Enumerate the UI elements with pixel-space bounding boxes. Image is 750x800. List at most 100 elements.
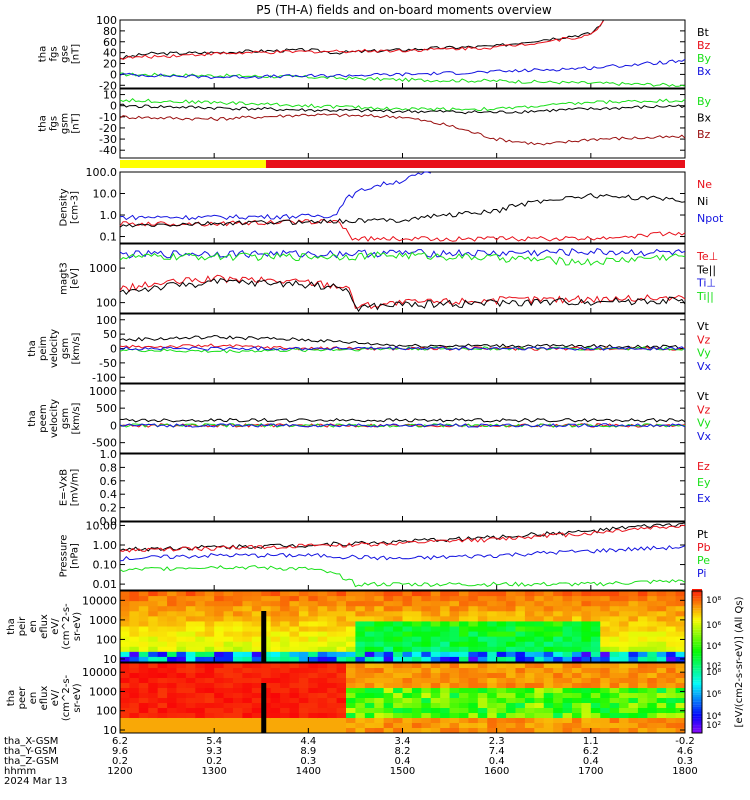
heatmap-cell [251, 606, 262, 612]
heatmap-cell [289, 606, 300, 612]
heatmap-cell [656, 693, 667, 699]
heatmap-cell [176, 631, 187, 638]
legend-label: Vx [697, 360, 712, 373]
heatmap-cell [233, 651, 243, 658]
heatmap-cell [233, 631, 243, 638]
y-tick-label: 10000 [82, 666, 117, 679]
heatmap-cell [459, 601, 469, 607]
heatmap-cell [487, 723, 498, 729]
heatmap-cell [185, 591, 196, 597]
heatmap-cell [289, 678, 300, 684]
heatmap-cell [656, 668, 667, 674]
heatmap-cell [543, 683, 554, 689]
colorbar-label: [eV/(cm2-s-sr-eV)] (All Qs) [734, 596, 745, 727]
heatmap-cell [148, 636, 159, 643]
heatmap-cell [637, 651, 648, 658]
heatmap-cell [600, 631, 611, 638]
heatmap-cell [374, 663, 385, 669]
heatmap-cell [449, 698, 460, 704]
heatmap-cell [562, 591, 573, 597]
heatmap-cell [637, 601, 648, 607]
heatmap-cell [553, 723, 564, 729]
heatmap-cell [440, 693, 451, 699]
heatmap-cell [600, 708, 611, 714]
heatmap-cell [138, 703, 149, 709]
heatmap-cell [129, 621, 140, 627]
heatmap-cell [487, 606, 498, 612]
heatmap-cell [242, 646, 253, 653]
footer-value: 1400 [296, 766, 321, 777]
heatmap-cell [402, 713, 413, 719]
heatmap-cell [364, 596, 375, 602]
heatmap-cell [327, 673, 338, 679]
heatmap-cell [440, 673, 451, 679]
heatmap-cell [383, 596, 394, 602]
heatmap-cell [148, 703, 159, 709]
heatmap-cell [317, 693, 328, 699]
heatmap-cell [195, 663, 206, 669]
heatmap-cell [543, 606, 554, 612]
heatmap-cell [675, 703, 686, 709]
colorbar-swatch [692, 673, 702, 676]
heatmap-cell [506, 616, 516, 622]
heatmap-cell [590, 626, 601, 633]
heatmap-cell [487, 656, 498, 663]
heatmap-cell [148, 601, 159, 607]
y-axis-label-line: magt3 [59, 262, 70, 295]
heatmap-cell [562, 651, 573, 658]
heatmap-cell [327, 713, 338, 719]
heatmap-cell [440, 663, 451, 669]
heatmap-cell [185, 646, 196, 653]
series-line-Vt [119, 334, 686, 350]
heatmap-cell [590, 646, 601, 653]
heatmap-cell [176, 591, 187, 597]
heatmap-cell [242, 656, 253, 663]
heatmap-cell [167, 616, 177, 622]
heatmap-cell [167, 673, 177, 679]
heatmap-cell [167, 713, 177, 719]
heatmap-cell [393, 656, 403, 663]
footer-row-label: tha_X-GSM [4, 736, 58, 747]
heatmap-cell [129, 708, 140, 714]
legend-label: Bz [697, 39, 711, 52]
heatmap-cell [496, 621, 507, 627]
heatmap-cell [167, 646, 177, 653]
heatmap-cell [280, 651, 290, 658]
heatmap-cell [157, 668, 168, 674]
legend-label: Ne [697, 178, 712, 191]
heatmap-cell [148, 616, 159, 622]
heatmap-cell [223, 611, 234, 617]
heatmap-cell [619, 641, 629, 648]
heatmap-cell [543, 616, 554, 622]
heatmap-cell [534, 718, 545, 724]
chart-title: P5 (TH-A) fields and on-board moments ov… [256, 3, 552, 17]
heatmap-cell [364, 713, 375, 719]
y-tick-label: 1.0 [100, 448, 118, 461]
heatmap-cell [609, 683, 620, 689]
heatmap-cell [496, 601, 507, 607]
heatmap-cell [204, 616, 215, 622]
y-axis-label-line: peim [38, 336, 49, 361]
heatmap-cell [449, 636, 460, 643]
heatmap-cell [524, 713, 535, 719]
heatmap-cell [280, 718, 290, 724]
heatmap-cell [393, 591, 403, 597]
heatmap-cell [459, 708, 469, 714]
y-tick-label: 500 [96, 402, 117, 415]
heatmap-cell [204, 678, 215, 684]
heatmap-cell [204, 663, 215, 669]
heatmap-cell [468, 626, 479, 633]
heatmap-cell [496, 631, 507, 638]
heatmap-cell [543, 663, 554, 669]
heatmap-cell [280, 646, 290, 653]
heatmap-cell [327, 611, 338, 617]
heatmap-cell [628, 678, 639, 684]
heatmap-cell [317, 698, 328, 704]
heatmap-cell [129, 693, 140, 699]
heatmap-cell [487, 663, 498, 669]
heatmap-cell [515, 728, 526, 734]
heatmap-cell [327, 601, 338, 607]
heatmap-cell [459, 663, 469, 669]
y-axis-label: thafgsgsm[nT] [38, 113, 82, 134]
heatmap-cell [600, 646, 611, 653]
